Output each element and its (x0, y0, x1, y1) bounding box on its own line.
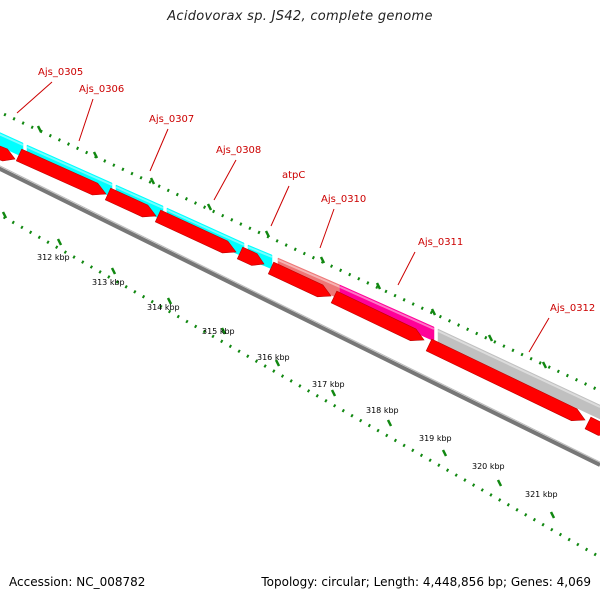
outer-major-tick (264, 230, 271, 238)
accession-text: Accession: NC_008782 (9, 575, 146, 589)
cds-arrow[interactable] (0, 143, 16, 162)
inner-tick-track (0, 213, 600, 559)
gene-label[interactable]: Ajs_0306 (79, 84, 124, 95)
gene-label-leader (78, 98, 94, 142)
cds-arrow[interactable] (15, 148, 107, 196)
inner-major-tick (330, 389, 337, 397)
outer-major-tick (206, 203, 213, 211)
gene-label-leader (319, 208, 335, 249)
kbp-tick-label: 318 kbp (366, 406, 399, 415)
inner-major-tick (1, 211, 8, 219)
map-title: Acidovorax sp. JS42, complete genome (167, 9, 433, 24)
kbp-tick-label: 316 kbp (257, 353, 290, 362)
outer-major-tick (487, 334, 494, 342)
gene-strip-highlight (0, 133, 24, 146)
gene-feature-strip[interactable] (437, 328, 600, 420)
outer-major-tick (430, 308, 437, 316)
inner-major-tick (166, 297, 173, 305)
inner-major-tick (220, 327, 227, 335)
genome-backbone (0, 166, 600, 467)
inner-major-tick (274, 359, 281, 367)
cds-arrow[interactable] (330, 290, 425, 342)
kbp-tick-label: 320 kbp (472, 462, 505, 471)
gene-strip-highlight (115, 186, 164, 209)
kbp-tick-label: 313 kbp (92, 278, 125, 287)
genome-backbone-highlight (0, 165, 600, 463)
gene-label-leader (270, 185, 290, 227)
kbp-tick-label: 321 kbp (525, 490, 558, 499)
gene-strip-highlight (26, 146, 113, 186)
gene-label[interactable]: Ajs_0305 (38, 67, 83, 78)
gene-label-leader (397, 251, 416, 286)
cds-arrow[interactable] (584, 416, 600, 436)
gene-strip-highlight (166, 209, 245, 246)
gene-label[interactable]: Ajs_0312 (550, 303, 595, 314)
gene-label-leader (528, 317, 550, 353)
cds-arrow[interactable] (104, 187, 157, 218)
outer-major-tick (149, 177, 156, 185)
outer-major-tick (36, 125, 43, 133)
inner-major-tick (441, 449, 448, 457)
gene-label-leader (149, 128, 169, 172)
outer-major-tick (541, 361, 548, 369)
gene-label-leader (16, 81, 53, 114)
cds-arrow[interactable] (425, 338, 586, 422)
gene-label-leader (213, 159, 237, 201)
inner-major-tick (496, 479, 503, 487)
kbp-tick-label: 314 kbp (147, 303, 180, 312)
outer-major-tick (92, 151, 99, 159)
kbp-tick-label: 317 kbp (312, 380, 345, 389)
cds-arrow[interactable] (236, 246, 265, 266)
inner-major-tick (110, 267, 117, 275)
gene-strip-highlight (339, 286, 435, 330)
gene-label[interactable]: Ajs_0310 (321, 194, 366, 205)
kbp-tick-label: 312 kbp (37, 253, 70, 262)
gene-strip-highlight (277, 259, 341, 288)
inner-major-tick (386, 419, 393, 427)
inner-major-tick (549, 511, 556, 519)
gene-label[interactable]: Ajs_0307 (149, 114, 194, 125)
cds-arrow[interactable] (267, 261, 332, 298)
gene-label[interactable]: atpC (282, 170, 305, 181)
gene-label[interactable]: Ajs_0311 (418, 237, 463, 248)
kbp-tick-label: 315 kbp (202, 327, 235, 336)
outer-tick-track (0, 110, 600, 393)
cds-arrow[interactable] (154, 209, 237, 254)
outer-major-tick (375, 282, 382, 290)
outer-major-tick (319, 256, 326, 264)
gene-strip-highlight (247, 246, 273, 258)
kbp-tick-label: 319 kbp (419, 434, 452, 443)
genome-summary-text: Topology: circular; Length: 4,448,856 bp… (261, 575, 591, 589)
inner-major-tick (56, 238, 63, 246)
gene-strip-highlight (437, 330, 600, 408)
gene-label[interactable]: Ajs_0308 (216, 145, 261, 156)
